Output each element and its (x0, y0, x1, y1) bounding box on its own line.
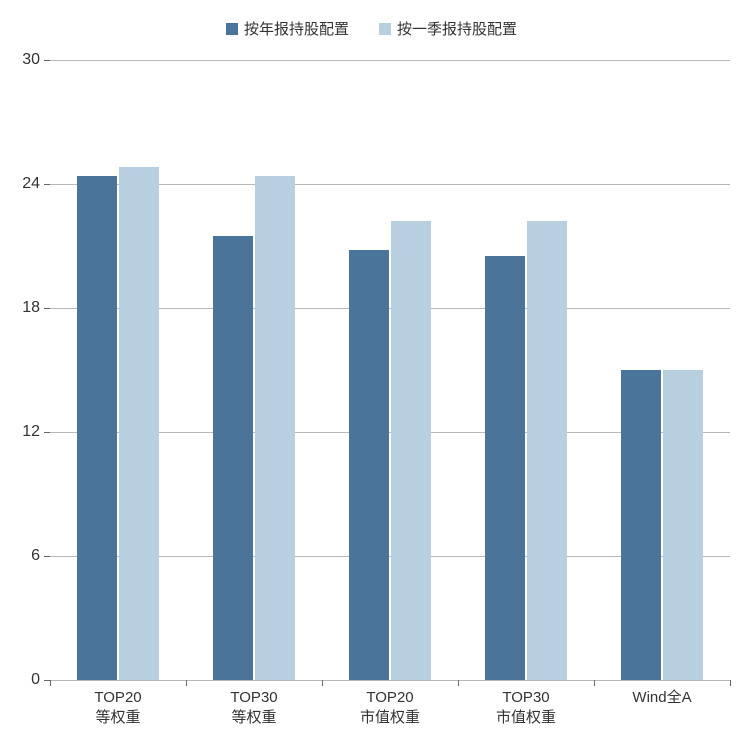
legend: 按年报持股配置 按一季报持股配置 (0, 18, 743, 39)
bar (213, 236, 252, 680)
y-tick-mark (44, 432, 50, 433)
y-tick-mark (44, 60, 50, 61)
bar (255, 176, 294, 680)
x-axis-label: TOP30 市值权重 (456, 680, 596, 727)
x-axis-label: TOP30 等权重 (184, 680, 324, 727)
legend-label: 按一季报持股配置 (397, 18, 517, 39)
y-tick-label: 12 (10, 423, 40, 441)
x-tick-mark (322, 680, 323, 686)
x-axis-label: TOP20 市值权重 (320, 680, 460, 727)
bar-chart: 按年报持股配置 按一季报持股配置 0612182430TOP20 等权重TOP3… (0, 0, 743, 754)
y-tick-label: 6 (10, 547, 40, 565)
x-axis-label: Wind全A (592, 680, 732, 708)
y-tick-label: 30 (10, 51, 40, 69)
x-tick-mark (186, 680, 187, 686)
y-tick-label: 24 (10, 175, 40, 193)
bar (391, 221, 430, 680)
x-tick-mark (730, 680, 731, 686)
legend-item: 按一季报持股配置 (379, 18, 517, 39)
gridline (50, 60, 730, 61)
y-tick-label: 0 (10, 671, 40, 689)
y-tick-label: 18 (10, 299, 40, 317)
legend-item: 按年报持股配置 (226, 18, 349, 39)
y-tick-mark (44, 556, 50, 557)
bar (621, 370, 660, 680)
x-tick-mark (458, 680, 459, 686)
bar (527, 221, 566, 680)
bar (349, 250, 388, 680)
legend-swatch (226, 23, 238, 35)
y-tick-mark (44, 184, 50, 185)
x-axis-label: TOP20 等权重 (48, 680, 188, 727)
bar (663, 370, 702, 680)
legend-label: 按年报持股配置 (244, 18, 349, 39)
x-tick-mark (50, 680, 51, 686)
y-tick-mark (44, 308, 50, 309)
plot-area: 0612182430TOP20 等权重TOP30 等权重TOP20 市值权重TO… (50, 60, 730, 680)
bar (119, 167, 158, 680)
legend-swatch (379, 23, 391, 35)
bar (485, 256, 524, 680)
bar (77, 176, 116, 680)
x-tick-mark (594, 680, 595, 686)
